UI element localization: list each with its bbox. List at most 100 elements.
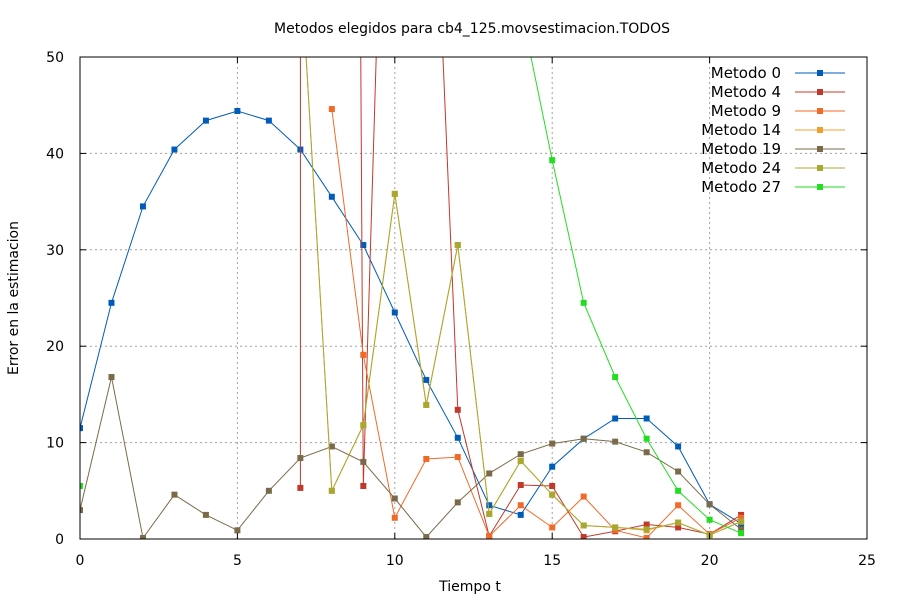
data-point [612,438,619,445]
legend-item-metodo-14: Metodo 14 [701,121,845,139]
y-tick-label: 40 [46,146,64,162]
data-point [580,534,587,539]
legend-label: Metodo 24 [701,159,781,177]
data-point [328,443,335,450]
series-line-metodo-27 [80,57,742,534]
data-point [643,435,650,442]
chart-title: Metodos elegidos para cb4_125.movsestima… [274,21,670,37]
data-point [580,299,587,306]
data-point [297,455,304,462]
legend-marker [817,108,823,114]
data-point [391,514,398,521]
data-point [202,117,209,124]
data-point [360,458,367,465]
data-point [454,406,461,413]
x-tick-label: 25 [858,553,876,569]
data-point [643,535,650,539]
y-axis-label: Error en la estimacion [6,221,22,375]
data-point [486,510,493,517]
data-point [360,241,367,248]
legend-item-metodo-0: Metodo 0 [711,64,845,82]
data-point [549,482,556,489]
plot-area-frame [79,56,868,540]
data-point [108,299,115,306]
y-tick-label: 50 [46,50,64,66]
data-point [675,524,682,531]
data-point [549,157,556,164]
data-point [612,415,619,422]
data-point [675,519,682,526]
data-point [80,425,83,432]
series-layer [80,57,745,539]
data-point [171,491,178,498]
data-point [454,434,461,441]
y-tick-label: 10 [46,436,64,452]
data-point [360,351,367,358]
series-metodo-27 [80,57,745,537]
data-point [612,374,619,381]
legend-label: Metodo 0 [711,64,781,82]
data-point [580,435,587,442]
data-point [80,507,83,514]
data-point [738,518,745,525]
data-point [423,402,430,409]
data-point [234,107,241,114]
legend-label: Metodo 19 [701,140,781,158]
legend-marker [817,127,823,133]
data-point [486,470,493,477]
data-point [202,511,209,518]
data-point [675,487,682,494]
grid [80,57,867,539]
legend-label: Metodo 14 [701,121,781,139]
data-point [454,499,461,506]
legend-marker [817,146,823,152]
x-tick-label: 0 [76,553,85,569]
data-point [549,463,556,470]
data-point [738,526,745,533]
data-point [391,309,398,316]
data-point [108,374,115,381]
legend-item-metodo-4: Metodo 4 [711,83,845,101]
data-point [706,501,713,508]
data-point [675,468,682,475]
data-point [643,526,650,533]
data-point [517,451,524,458]
data-point [391,190,398,197]
data-point [486,502,493,509]
data-point [423,455,430,462]
data-point [549,524,556,531]
data-point [234,527,241,534]
legend-marker [817,70,823,76]
data-point [517,511,524,518]
y-tick-label: 20 [46,339,64,355]
data-point [580,493,587,500]
data-point [706,516,713,523]
data-point [549,440,556,447]
legend-label: Metodo 27 [701,178,781,196]
data-point [328,106,335,113]
series-metodo-24 [305,57,745,539]
y-tick-label: 0 [55,532,64,548]
data-point [139,203,146,210]
x-tick-label: 20 [701,553,719,569]
series-metodo-0 [80,107,745,527]
data-point [486,533,493,539]
data-point [643,415,650,422]
data-point [517,482,524,489]
legend-label: Metodo 4 [711,83,781,101]
data-point [328,193,335,200]
data-point [80,482,83,489]
series-metodo-14 [305,57,745,539]
legend-label: Metodo 9 [711,102,781,120]
data-point [391,495,398,502]
legend-marker [817,184,823,190]
data-point [454,241,461,248]
axes: 0 5 10 15 20 25 0 10 20 30 40 50 [46,50,876,569]
series-line-metodo-0 [80,110,742,525]
legend-marker [817,89,823,95]
legend-item-metodo-27: Metodo 27 [701,178,845,196]
x-tick-label: 5 [233,553,242,569]
data-point [675,443,682,450]
data-point [265,487,272,494]
